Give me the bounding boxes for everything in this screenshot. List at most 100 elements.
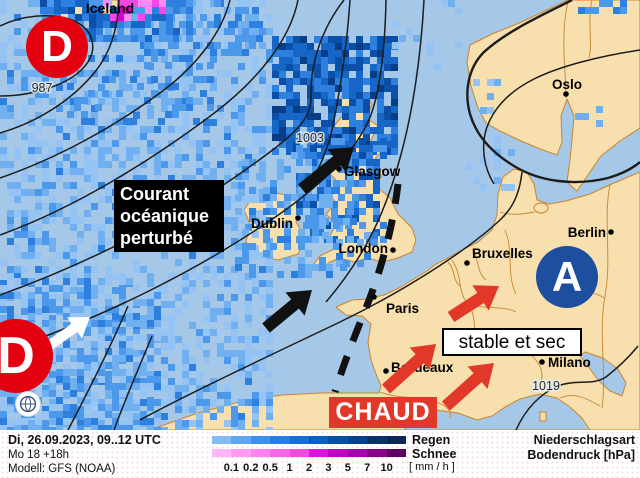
country-border: [499, 211, 535, 215]
country-border: [588, 0, 593, 59]
site-logo-icon: [16, 392, 40, 416]
continental-europe: [149, 168, 640, 430]
legend-color-cell: [250, 449, 271, 457]
legend-color-cell: [386, 436, 407, 444]
warm-air-arrow: [382, 344, 436, 394]
country-border: [563, 1, 569, 99]
city-label: Bruxelles: [472, 246, 533, 261]
isobar-line: [466, 0, 640, 184]
city-dot: [539, 359, 545, 365]
map-canvas: 987 1003 1019 Iceland Oslo Glasgow Dublin Londo…: [0, 0, 640, 430]
country-border: [504, 229, 517, 295]
city-label: Glasgow: [344, 164, 401, 179]
country-border: [601, 183, 611, 409]
isobar-line: [515, 345, 639, 430]
city-label: Milano: [548, 355, 591, 370]
legend-color-cell: [231, 436, 251, 444]
legend-color-cell: [309, 436, 329, 444]
annotation-line: perturbé: [120, 228, 194, 248]
legend-tick-values: 0.1 0.2 0.5 1 2 3 5 7 10: [212, 462, 406, 474]
model-name-label: Modell: GFS (NOAA): [8, 463, 116, 475]
isobar-line: [482, 49, 640, 185]
legend-color-cell: [212, 449, 232, 457]
legend-color-cell: [347, 449, 368, 457]
legend-tick-value: 5: [344, 462, 351, 474]
map-type-label: Niederschlagsart: [533, 433, 635, 447]
snow-label: Schnee: [412, 447, 457, 461]
annotation-stable-dry: stable et sec: [442, 328, 582, 356]
city-label: London: [339, 241, 388, 256]
city-label: Oslo: [552, 77, 582, 92]
isobar-line: [113, 335, 153, 430]
legend-color-cell: [367, 449, 387, 457]
precipitation-legend: 0.1 0.2 0.5 1 2 3 5 7 10: [212, 436, 407, 474]
pressure-label: Bodendruck [hPa]: [527, 447, 635, 462]
isobar-line: [325, 0, 425, 303]
isobar-line: [0, 0, 299, 236]
annotation-disturbed-current: Courant océanique perturbé: [114, 180, 224, 252]
legend-color-cell: [270, 449, 290, 457]
country-border: [471, 248, 487, 281]
isobar-line: [0, 0, 387, 353]
city-dot: [371, 294, 377, 300]
low-pressure-marker: D: [26, 16, 88, 78]
legend-color-cell: [270, 436, 290, 444]
isobar-value-label: 1003: [296, 131, 324, 145]
city-dot: [608, 229, 614, 235]
isobar-line: [139, 171, 523, 421]
legend-color-cell: [250, 436, 271, 444]
legend-tick-value: 2: [305, 462, 313, 474]
city-label: Berlin: [568, 225, 606, 240]
city-label: Dublin: [251, 216, 293, 231]
corsica-island: [539, 411, 547, 422]
annotation-line: Courant: [120, 184, 189, 204]
legend-tick-value: 0.1: [223, 462, 240, 474]
legend-color-cell: [328, 449, 348, 457]
map-svg: 987 1003 1019 Iceland Oslo Glasgow Dublin Londo…: [0, 0, 640, 430]
city-label: Iceland: [86, 0, 134, 16]
isobar-line: [0, 0, 231, 179]
legend-tick-value: 10: [380, 462, 393, 474]
legend-color-cell: [289, 449, 310, 457]
isobar-line: [0, 0, 120, 134]
country-border: [559, 395, 601, 407]
legend-tick-value: 1: [286, 462, 293, 474]
danish-island: [533, 202, 549, 214]
legend-color-cell: [309, 449, 329, 457]
snow-color-scale: [212, 449, 407, 457]
legend-color-cell: [289, 436, 310, 444]
annotation-line: océanique: [120, 206, 210, 226]
flow-arrow-black: [298, 147, 354, 194]
city-dot: [390, 247, 396, 253]
warm-air-arrow: [447, 285, 499, 322]
isobar-value-label: 1019: [532, 379, 560, 393]
isobar-line: [0, 0, 345, 296]
precipitation-layer: [0, 0, 627, 430]
city-label: Paris: [386, 301, 419, 316]
city-dot: [563, 91, 569, 97]
legend-unit-label: [ mm / h ]: [409, 461, 455, 473]
legend-color-cell: [347, 436, 368, 444]
legend-tick-value: 7: [364, 462, 371, 474]
city-dot: [295, 215, 301, 221]
legend-tick-value: 0.2: [243, 462, 259, 474]
flow-arrow-black: [262, 290, 312, 333]
legend-color-cell: [231, 449, 251, 457]
front-dashed-line: [331, 183, 402, 394]
annotation-warm: CHAUD: [329, 397, 437, 428]
legend-tick-value: 3: [325, 462, 332, 474]
legend-color-cell: [328, 436, 348, 444]
legend-color-cell: [386, 449, 407, 457]
legend-color-cell: [367, 436, 387, 444]
rain-label: Regen: [412, 433, 451, 447]
high-pressure-marker: A: [536, 246, 598, 308]
valid-time-label: Di, 26.09.2023, 09..12 UTC: [8, 433, 161, 447]
isobar-value-label: 987: [32, 81, 53, 95]
isobar-line: [0, 15, 94, 97]
city-dot: [383, 368, 389, 374]
city-dot: [464, 260, 470, 266]
legend-color-cell: [212, 436, 232, 444]
status-bar: Di, 26.09.2023, 09..12 UTC Mo 18 +18h Mo…: [0, 430, 640, 478]
scandinavia: [466, 0, 640, 192]
